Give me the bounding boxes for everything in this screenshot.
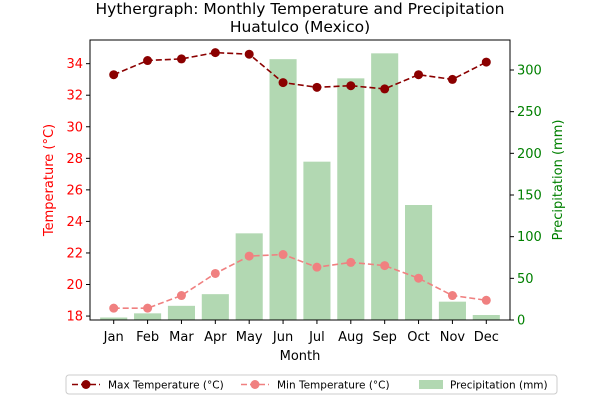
min-temp-point-sep (380, 261, 390, 271)
left-tick-label: 34 (66, 57, 83, 72)
left-tick-label: 30 (66, 120, 83, 135)
right-tick-label: 50 (517, 272, 534, 287)
x-tick-label-nov: Nov (440, 330, 466, 345)
precip-bar-nov (438, 301, 466, 320)
x-tick-label-jul: Jul (308, 330, 325, 345)
x-axis-ticks: Jan Feb Mar Apr May Jun Jul Aug Sep Oct Nov Dec (103, 320, 499, 345)
left-tick-label: 20 (66, 278, 83, 293)
min-temp-legend-marker (250, 380, 260, 389)
plot-frame (89, 39, 511, 321)
max-temp-point-jul (312, 82, 322, 92)
x-tick-label-apr: Apr (204, 330, 227, 345)
min-temp-point-nov (447, 291, 457, 301)
legend: Max Temperature (°C) Min Temperature (°C)… (65, 374, 558, 395)
min-temp-point-jun (278, 250, 288, 260)
min-temp-point-oct (414, 273, 424, 283)
precip-bar-oct (405, 205, 433, 320)
precip-bar-sep (371, 53, 399, 320)
x-tick-label-sep: Sep (372, 330, 397, 345)
max-temp-point-dec (481, 57, 491, 67)
left-axis-label: Temperature (°C) (42, 124, 57, 237)
min-temp-point-may (244, 251, 254, 261)
precip-bar-jun (269, 59, 297, 321)
right-tick-label: 0 (517, 314, 525, 329)
x-tick-label-may: May (236, 330, 263, 345)
right-axis-ticks: 0 50 100 150 200 250 300 (510, 64, 542, 329)
right-axis-label: Precipitation (mm) (551, 120, 566, 241)
right-tick-label: 200 (517, 147, 542, 162)
right-tick-label: 100 (517, 230, 542, 245)
left-axis-ticks: 18 20 22 24 26 28 30 32 34 (66, 57, 90, 325)
max-temp-legend-label: Max Temperature (°C) (108, 380, 224, 392)
right-tick-label: 300 (517, 64, 542, 79)
precip-bar-dec (472, 315, 500, 320)
x-tick-label-dec: Dec (474, 330, 499, 345)
max-temp-line (113, 51, 487, 90)
max-temp-point-sep (380, 84, 390, 94)
min-temp-line (113, 253, 487, 310)
x-tick-label-oct: Oct (407, 330, 429, 345)
left-tick-label: 24 (66, 215, 83, 230)
min-temp-point-apr (210, 268, 220, 278)
precip-legend-swatch (419, 380, 443, 389)
x-axis-label: Month (280, 349, 321, 364)
left-tick-label: 32 (66, 89, 83, 104)
max-temp-point-mar (176, 54, 186, 64)
legend-frame (65, 374, 558, 395)
max-temp-point-jun (278, 78, 288, 88)
max-temp-point-oct (414, 70, 424, 80)
max-temp-legend-marker (81, 380, 91, 389)
min-temp-point-feb (143, 303, 153, 313)
min-temp-point-jan (109, 303, 119, 313)
x-tick-label-jan: Jan (103, 330, 124, 345)
precip-legend-label: Precipitation (mm) (450, 380, 548, 392)
min-temp-point-jul (312, 262, 322, 272)
max-temp-point-feb (143, 56, 153, 66)
chart-title-line2: Huatulco (Mexico) (230, 18, 370, 36)
temperature-lines (109, 48, 491, 313)
chart-title-line1: Hythergraph: Monthly Temperature and Pre… (96, 0, 505, 18)
max-temp-point-aug (346, 81, 356, 91)
left-tick-label: 26 (66, 183, 83, 198)
precip-bar-apr (201, 294, 229, 320)
max-temp-point-may (244, 49, 254, 59)
max-temp-point-nov (447, 74, 457, 84)
x-tick-label-mar: Mar (169, 330, 194, 345)
right-tick-label: 150 (517, 189, 542, 204)
min-temp-point-dec (481, 295, 491, 305)
x-tick-label-jun: Jun (272, 330, 293, 345)
max-temp-point-apr (210, 48, 220, 58)
max-temp-point-jan (109, 70, 119, 80)
left-tick-label: 28 (66, 152, 83, 167)
precip-bar-feb (134, 313, 162, 320)
precip-bar-may (235, 233, 263, 320)
x-tick-label-feb: Feb (136, 330, 159, 345)
x-tick-label-aug: Aug (338, 330, 363, 345)
precipitation-bars (100, 53, 500, 321)
min-temp-point-aug (346, 257, 356, 267)
min-temp-point-mar (176, 291, 186, 301)
precip-bar-aug (337, 78, 365, 320)
left-tick-label: 18 (66, 310, 83, 325)
precip-bar-jul (303, 161, 331, 320)
right-tick-label: 250 (517, 105, 542, 120)
min-temp-legend-label: Min Temperature (°C) (277, 380, 390, 392)
precip-bar-mar (167, 305, 195, 320)
left-tick-label: 22 (66, 246, 83, 261)
precip-bar-jan (100, 317, 128, 320)
